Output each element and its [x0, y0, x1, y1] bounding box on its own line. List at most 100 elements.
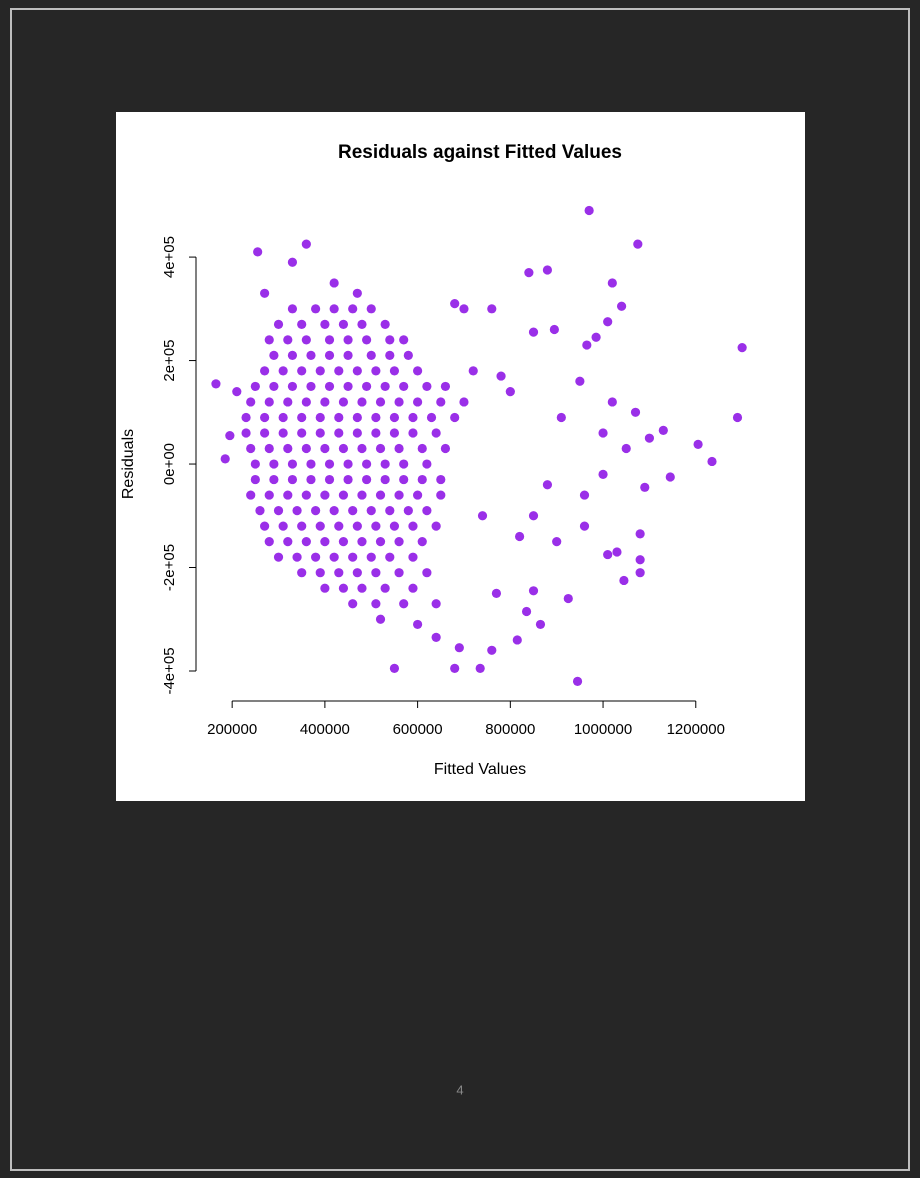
point	[255, 506, 265, 516]
point	[408, 521, 418, 531]
point	[371, 428, 381, 438]
point	[283, 397, 293, 407]
point	[287, 459, 298, 469]
point	[633, 239, 643, 249]
point	[584, 205, 594, 216]
point	[334, 568, 344, 578]
point	[616, 301, 627, 311]
point	[375, 537, 386, 547]
point	[598, 428, 608, 438]
point	[306, 474, 316, 485]
point	[512, 635, 522, 645]
point	[375, 490, 386, 500]
point	[380, 381, 390, 392]
point	[338, 490, 349, 500]
point	[366, 552, 376, 562]
point	[371, 366, 381, 376]
point	[357, 443, 367, 454]
point	[315, 428, 325, 438]
point	[315, 568, 325, 578]
point	[287, 474, 298, 485]
point	[477, 511, 488, 521]
point	[380, 583, 390, 593]
point	[324, 381, 335, 392]
point	[338, 443, 349, 454]
point	[591, 332, 601, 342]
point	[260, 428, 270, 438]
point	[380, 459, 390, 469]
point	[250, 381, 260, 392]
y-tick-label: 4e+05	[161, 236, 178, 278]
point	[371, 412, 381, 423]
point	[324, 474, 335, 485]
point	[306, 459, 316, 469]
point	[403, 506, 413, 516]
point	[348, 599, 358, 609]
point	[440, 443, 451, 454]
point	[329, 506, 339, 516]
point	[273, 506, 284, 516]
point	[260, 366, 270, 376]
point	[603, 549, 613, 560]
point	[549, 324, 559, 335]
point	[394, 490, 404, 500]
point	[225, 430, 235, 441]
point	[535, 619, 546, 630]
point	[644, 433, 655, 443]
point	[269, 459, 279, 469]
point	[496, 371, 506, 381]
point	[278, 412, 288, 423]
point	[264, 490, 274, 500]
point	[283, 335, 293, 345]
point	[399, 474, 409, 485]
point	[366, 304, 376, 314]
point	[556, 412, 566, 423]
point	[324, 350, 335, 360]
point	[413, 490, 423, 500]
point	[582, 340, 592, 350]
point	[385, 552, 395, 562]
point	[232, 387, 242, 397]
point	[431, 428, 441, 438]
point	[269, 474, 279, 485]
point	[394, 397, 404, 407]
point	[246, 443, 256, 454]
point	[371, 521, 381, 531]
point	[491, 588, 502, 598]
point	[297, 428, 307, 438]
point	[422, 381, 432, 392]
point	[413, 619, 423, 630]
point	[572, 676, 583, 686]
point	[338, 319, 349, 329]
point	[399, 599, 409, 609]
point	[575, 376, 585, 386]
point	[422, 568, 432, 578]
point	[306, 350, 316, 360]
point	[292, 506, 302, 516]
point	[528, 511, 539, 521]
point	[352, 428, 362, 438]
point	[357, 537, 367, 547]
point	[352, 288, 362, 298]
point	[320, 443, 330, 454]
point	[283, 490, 293, 500]
x-tick-label: 200000	[207, 721, 257, 738]
point	[431, 632, 441, 642]
point	[246, 397, 256, 407]
point	[399, 381, 409, 392]
page-number: 4	[456, 1082, 463, 1097]
point	[422, 506, 432, 516]
point	[385, 506, 395, 516]
point	[612, 547, 622, 557]
point	[475, 663, 485, 674]
point	[338, 397, 349, 407]
point	[607, 397, 617, 407]
point	[264, 335, 274, 345]
point	[693, 439, 703, 449]
point	[250, 459, 260, 469]
point	[220, 454, 230, 464]
point	[436, 490, 446, 500]
point	[287, 257, 298, 267]
point	[362, 459, 372, 469]
point	[297, 568, 307, 578]
